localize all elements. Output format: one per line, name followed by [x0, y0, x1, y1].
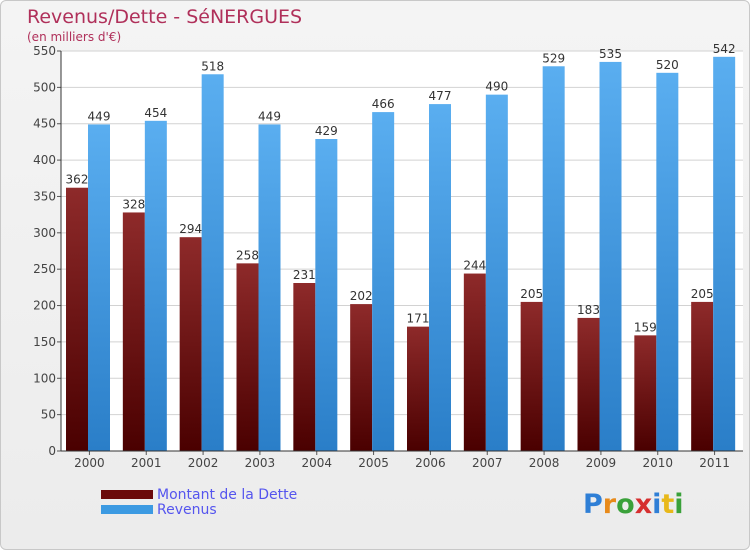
data-label-dette: 205: [520, 287, 543, 301]
bar-revenus: [485, 94, 508, 452]
y-tick-label: 0: [48, 444, 56, 458]
bar-revenus: [599, 61, 622, 452]
data-label-revenus: 518: [201, 59, 224, 73]
legend-item-dette: Montant de la Dette: [101, 486, 298, 503]
data-label-dette: 202: [350, 289, 373, 303]
bar-dette: [350, 304, 373, 451]
bar-revenus: [88, 124, 110, 452]
x-tick-label: 2000: [74, 456, 105, 470]
bar-dette: [463, 273, 486, 451]
data-label-revenus: 529: [542, 51, 565, 65]
data-label-dette: 362: [66, 173, 89, 187]
logo-letter: t: [661, 489, 675, 520]
logo-letter: x: [634, 489, 653, 520]
data-label-revenus: 535: [599, 47, 622, 61]
data-label-dette: 244: [463, 259, 486, 273]
y-tick-label: 400: [33, 153, 56, 167]
bar-revenus: [144, 120, 167, 452]
x-tick-label: 2009: [586, 456, 617, 470]
data-label-revenus: 490: [485, 80, 508, 94]
data-label-dette: 258: [236, 248, 259, 262]
plot-area: [61, 51, 743, 451]
x-tick-label: 2002: [188, 456, 219, 470]
logo-letter: r: [602, 489, 617, 520]
proxiti-logo: Proxiti: [583, 489, 684, 520]
y-tick-label: 50: [41, 408, 56, 422]
data-label-revenus: 477: [429, 89, 452, 103]
x-tick-label: 2001: [131, 456, 162, 470]
data-label-revenus: 466: [372, 97, 395, 111]
bar-dette: [407, 326, 429, 451]
legend-item-revenus: Revenus: [101, 501, 297, 518]
data-label-revenus: 542: [713, 42, 736, 56]
legend-swatch-revenus: [101, 505, 153, 514]
bar-revenus: [429, 104, 451, 451]
legend-label-dette: Montant de la Dette: [157, 486, 298, 503]
bar-revenus: [372, 112, 395, 451]
y-tick-label: 450: [33, 117, 56, 131]
data-label-dette: 205: [691, 287, 714, 301]
bar-dette: [520, 301, 543, 451]
bar-revenus: [201, 74, 224, 451]
bar-dette: [293, 283, 316, 451]
bar-dette: [577, 317, 600, 451]
x-tick-label: 2005: [358, 456, 389, 470]
legend: Montant de la Dette Revenus: [101, 486, 298, 518]
data-label-dette: 171: [407, 312, 430, 326]
x-tick-label: 2004: [301, 456, 332, 470]
x-tick-label: 2007: [472, 456, 503, 470]
y-tick-label: 300: [33, 226, 56, 240]
data-label-dette: 294: [179, 222, 202, 236]
data-label-dette: 159: [634, 320, 657, 334]
data-label-revenus: 520: [656, 58, 679, 72]
bar-dette: [691, 301, 714, 451]
bar-dette: [66, 187, 88, 451]
legend-label-revenus: Revenus: [157, 501, 217, 518]
bar-dette: [634, 335, 657, 451]
legend-swatch-dette: [101, 490, 153, 499]
bar-dette: [236, 263, 259, 451]
y-tick-label: 200: [33, 299, 56, 313]
x-tick-label: 2006: [415, 456, 446, 470]
y-tick-label: 350: [33, 189, 56, 203]
x-tick-label: 2003: [245, 456, 276, 470]
data-label-dette: 183: [577, 303, 600, 317]
logo-letter: i: [652, 489, 662, 520]
chart-subtitle: (en milliers d'€): [27, 30, 122, 44]
data-label-dette: 231: [293, 268, 316, 282]
bar-dette: [179, 237, 202, 451]
data-label-revenus: 429: [315, 124, 338, 138]
data-label-revenus: 449: [258, 109, 281, 123]
x-tick-label: 2011: [699, 456, 730, 470]
data-label-revenus: 449: [88, 109, 111, 123]
bar-revenus: [656, 72, 679, 452]
bar-dette: [122, 212, 145, 451]
chart-title: Revenus/Dette - SéNERGUES: [27, 6, 303, 28]
x-tick-label: 2008: [529, 456, 560, 470]
data-label-revenus: 454: [144, 106, 167, 120]
y-tick-label: 150: [33, 335, 56, 349]
x-tick-label: 2010: [642, 456, 673, 470]
y-tick-label: 250: [33, 262, 56, 276]
logo-letter: P: [583, 489, 603, 520]
logo-letter: i: [674, 489, 684, 520]
bar-revenus: [713, 56, 736, 452]
data-label-dette: 328: [122, 197, 145, 211]
y-tick-label: 100: [33, 371, 56, 385]
logo-letter: o: [616, 489, 635, 520]
y-tick-label: 550: [33, 44, 56, 58]
bar-revenus: [315, 139, 338, 451]
bar-revenus: [542, 66, 565, 451]
bar-revenus: [258, 124, 281, 452]
y-tick-label: 500: [33, 80, 56, 94]
